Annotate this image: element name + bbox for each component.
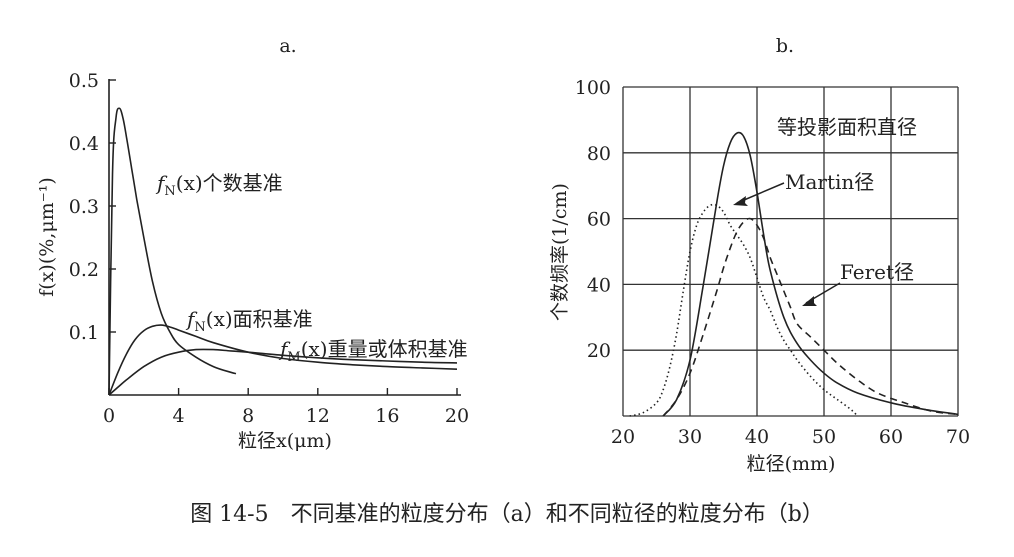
annotation-feret-label: Feret径	[840, 260, 914, 284]
chart-b-series-2-line	[662, 217, 959, 417]
chart-a-xtick-label: 16	[375, 405, 399, 427]
chart-b-xtick-label: 30	[678, 426, 702, 448]
feret-arrowhead	[802, 296, 817, 306]
chart-a-ytick-label: 0.2	[69, 259, 99, 281]
chart-b-ytick-label: 60	[587, 209, 611, 231]
series-label-count: fN(x)个数基准	[155, 171, 283, 199]
chart-a-xtick-label: 0	[103, 405, 115, 427]
chart-a-xtick-label: 4	[173, 405, 185, 427]
chart-b-ytick-label: 100	[575, 77, 611, 99]
chart-b-xlabel: 粒径(mm)	[747, 453, 836, 475]
chart-a-xtick-label: 8	[242, 405, 254, 427]
chart-b-ytick-label: 40	[587, 274, 611, 296]
chart-a-ytick-label: 0.3	[69, 196, 99, 218]
series-label-area: fN(x)面积基准	[185, 307, 313, 335]
chart-b-ylabel: 个数频率(1/cm)	[549, 183, 571, 321]
chart-a-ytick-label: 0.1	[69, 322, 99, 344]
chart-a-series-0-line	[108, 107, 237, 396]
martin-arrowhead	[733, 196, 748, 206]
chart-a-ylabel: f(x)(%,μm⁻¹)	[36, 177, 58, 297]
chart-a-xlabel: 粒径x(μm)	[238, 430, 332, 452]
chart-b-xtick-label: 40	[745, 426, 769, 448]
chart-a-ytick-label: 0.4	[69, 133, 99, 155]
chart-b: b. 20 30 40 50 60 70 20 40 60 80 100 个数频率(1/cm) 粒径…	[549, 35, 970, 475]
figure-caption: 图 14-5 不同基准的粒度分布（a）和不同粒径的粒度分布（b）	[190, 502, 824, 527]
chart-b-xtick-label: 20	[611, 426, 635, 448]
chart-b-xtick-label: 60	[879, 426, 903, 448]
chart-a: a. 0 4 8 12 16 20 0.1 0.2 0.3 0.4 0.5 f(x)(%,μm⁻¹)…	[36, 35, 469, 452]
chart-a-series-1-line	[108, 324, 458, 396]
annotation-feret: Feret径	[802, 260, 914, 306]
chart-a-title: a.	[279, 35, 296, 57]
chart-b-xtick-label: 50	[812, 426, 836, 448]
chart-b-ytick-label: 80	[587, 143, 611, 165]
chart-b-title: b.	[776, 35, 794, 57]
chart-b-ytick-label: 20	[587, 340, 611, 362]
chart-b-xtick-label: 70	[946, 426, 970, 448]
annotation-martin-label: Martin径	[785, 170, 874, 194]
chart-a-xtick-label: 12	[306, 405, 330, 427]
annotation-martin: Martin径	[733, 170, 874, 206]
annotation-projected-area: 等投影面积直径	[777, 115, 917, 139]
chart-a-xtick-label: 20	[445, 405, 469, 427]
chart-a-ytick-label: 0.5	[69, 70, 99, 92]
chart-a-series-2-line	[108, 348, 458, 396]
chart-b-series-0-line	[662, 131, 959, 417]
series-label-weight: fM(x)重量或体积基准	[278, 337, 468, 365]
chart-b-series-1-line	[629, 203, 859, 417]
